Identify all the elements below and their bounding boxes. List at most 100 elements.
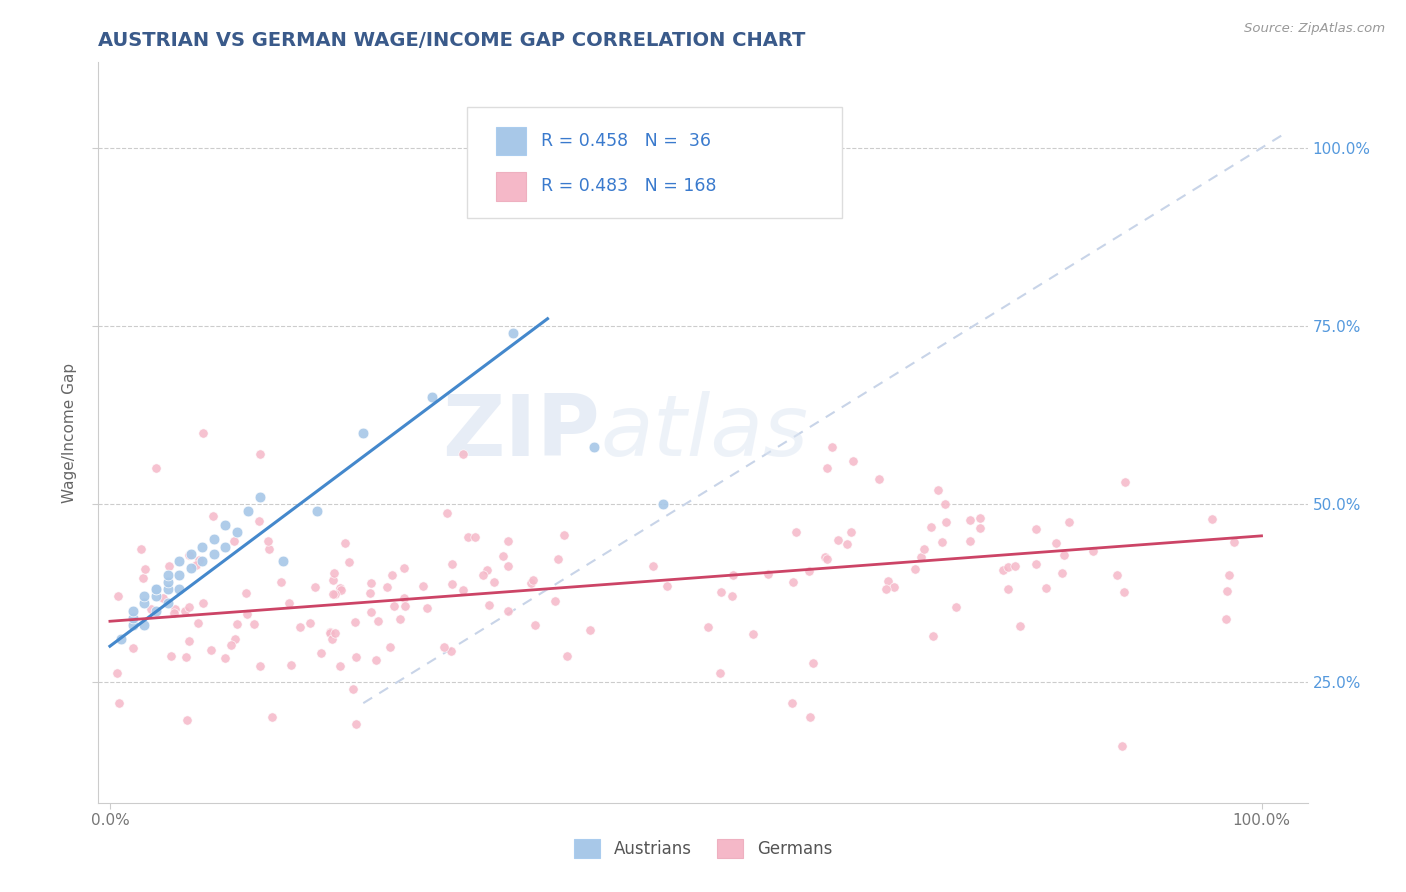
Point xyxy=(360,605,382,619)
Point xyxy=(785,525,807,540)
Point xyxy=(835,536,858,550)
Point xyxy=(337,555,360,569)
Point xyxy=(1004,558,1026,573)
Point xyxy=(176,714,198,728)
Point xyxy=(156,597,179,611)
Point xyxy=(152,591,174,606)
Point xyxy=(271,554,294,568)
Point xyxy=(520,576,543,591)
Point xyxy=(191,425,214,440)
Point xyxy=(457,531,479,545)
Point xyxy=(322,586,344,600)
Point xyxy=(440,644,463,658)
Point xyxy=(1035,581,1057,595)
Point xyxy=(202,547,225,561)
Point xyxy=(815,552,838,566)
Point xyxy=(927,483,949,498)
Point xyxy=(697,620,720,634)
Point xyxy=(827,533,849,548)
Point xyxy=(177,548,200,562)
Point xyxy=(1050,566,1073,581)
Point xyxy=(202,509,225,524)
Point xyxy=(382,599,405,613)
Point xyxy=(1114,475,1136,490)
Point xyxy=(167,554,190,568)
Point xyxy=(186,558,208,572)
Point xyxy=(270,574,292,589)
Point xyxy=(225,525,247,540)
Point xyxy=(782,574,804,589)
Point xyxy=(868,472,890,486)
Point xyxy=(651,497,673,511)
Point xyxy=(392,591,415,605)
Point xyxy=(188,553,211,567)
Point xyxy=(235,585,257,599)
Point xyxy=(478,598,501,612)
Point xyxy=(134,590,156,604)
Point xyxy=(202,533,225,547)
Point xyxy=(187,616,209,631)
Point xyxy=(883,580,905,594)
Point xyxy=(360,575,382,590)
Point xyxy=(1215,612,1237,626)
Point xyxy=(344,650,367,665)
Point xyxy=(323,626,346,640)
Point xyxy=(440,577,463,591)
Point xyxy=(214,540,236,554)
Point xyxy=(174,650,197,665)
Point xyxy=(134,617,156,632)
Point xyxy=(105,665,128,680)
Point xyxy=(163,601,186,615)
Point xyxy=(249,659,271,673)
Point xyxy=(993,563,1015,577)
Text: R = 0.458   N =  36: R = 0.458 N = 36 xyxy=(541,132,711,150)
Point xyxy=(1025,557,1047,571)
Point xyxy=(1107,568,1129,582)
Point xyxy=(709,665,731,680)
Point xyxy=(875,582,897,597)
Point xyxy=(1216,583,1239,598)
Point xyxy=(107,589,129,603)
Point xyxy=(122,610,145,624)
Point xyxy=(177,599,200,614)
Point xyxy=(1045,536,1067,550)
Point xyxy=(1008,618,1031,632)
Point xyxy=(841,525,863,540)
Point xyxy=(122,617,145,632)
Point xyxy=(145,582,167,597)
Text: Source: ZipAtlas.com: Source: ZipAtlas.com xyxy=(1244,22,1385,36)
Point xyxy=(132,571,155,585)
Point xyxy=(945,600,967,615)
Point xyxy=(167,582,190,597)
Point xyxy=(1114,585,1136,599)
Point xyxy=(657,578,679,592)
Point xyxy=(721,567,744,582)
Point xyxy=(436,507,458,521)
Point xyxy=(243,616,266,631)
Point xyxy=(108,696,131,710)
Point xyxy=(475,563,498,577)
Point xyxy=(578,623,600,637)
Point xyxy=(801,656,824,670)
Point xyxy=(359,586,381,600)
Point xyxy=(464,530,486,544)
Point xyxy=(329,658,352,673)
Point xyxy=(145,461,167,475)
Point xyxy=(1201,512,1223,526)
Point xyxy=(388,612,411,626)
Point xyxy=(342,681,364,696)
Point xyxy=(780,696,803,710)
Point xyxy=(145,590,167,604)
Point xyxy=(934,497,956,511)
Point xyxy=(236,504,259,518)
Point xyxy=(307,504,329,518)
Point xyxy=(756,566,779,581)
Point xyxy=(1052,548,1074,562)
Point xyxy=(1081,544,1104,558)
Point xyxy=(134,597,156,611)
Point xyxy=(1218,568,1240,582)
Point xyxy=(381,568,404,582)
Point xyxy=(921,629,943,643)
Point xyxy=(219,638,242,652)
Point xyxy=(496,604,519,618)
